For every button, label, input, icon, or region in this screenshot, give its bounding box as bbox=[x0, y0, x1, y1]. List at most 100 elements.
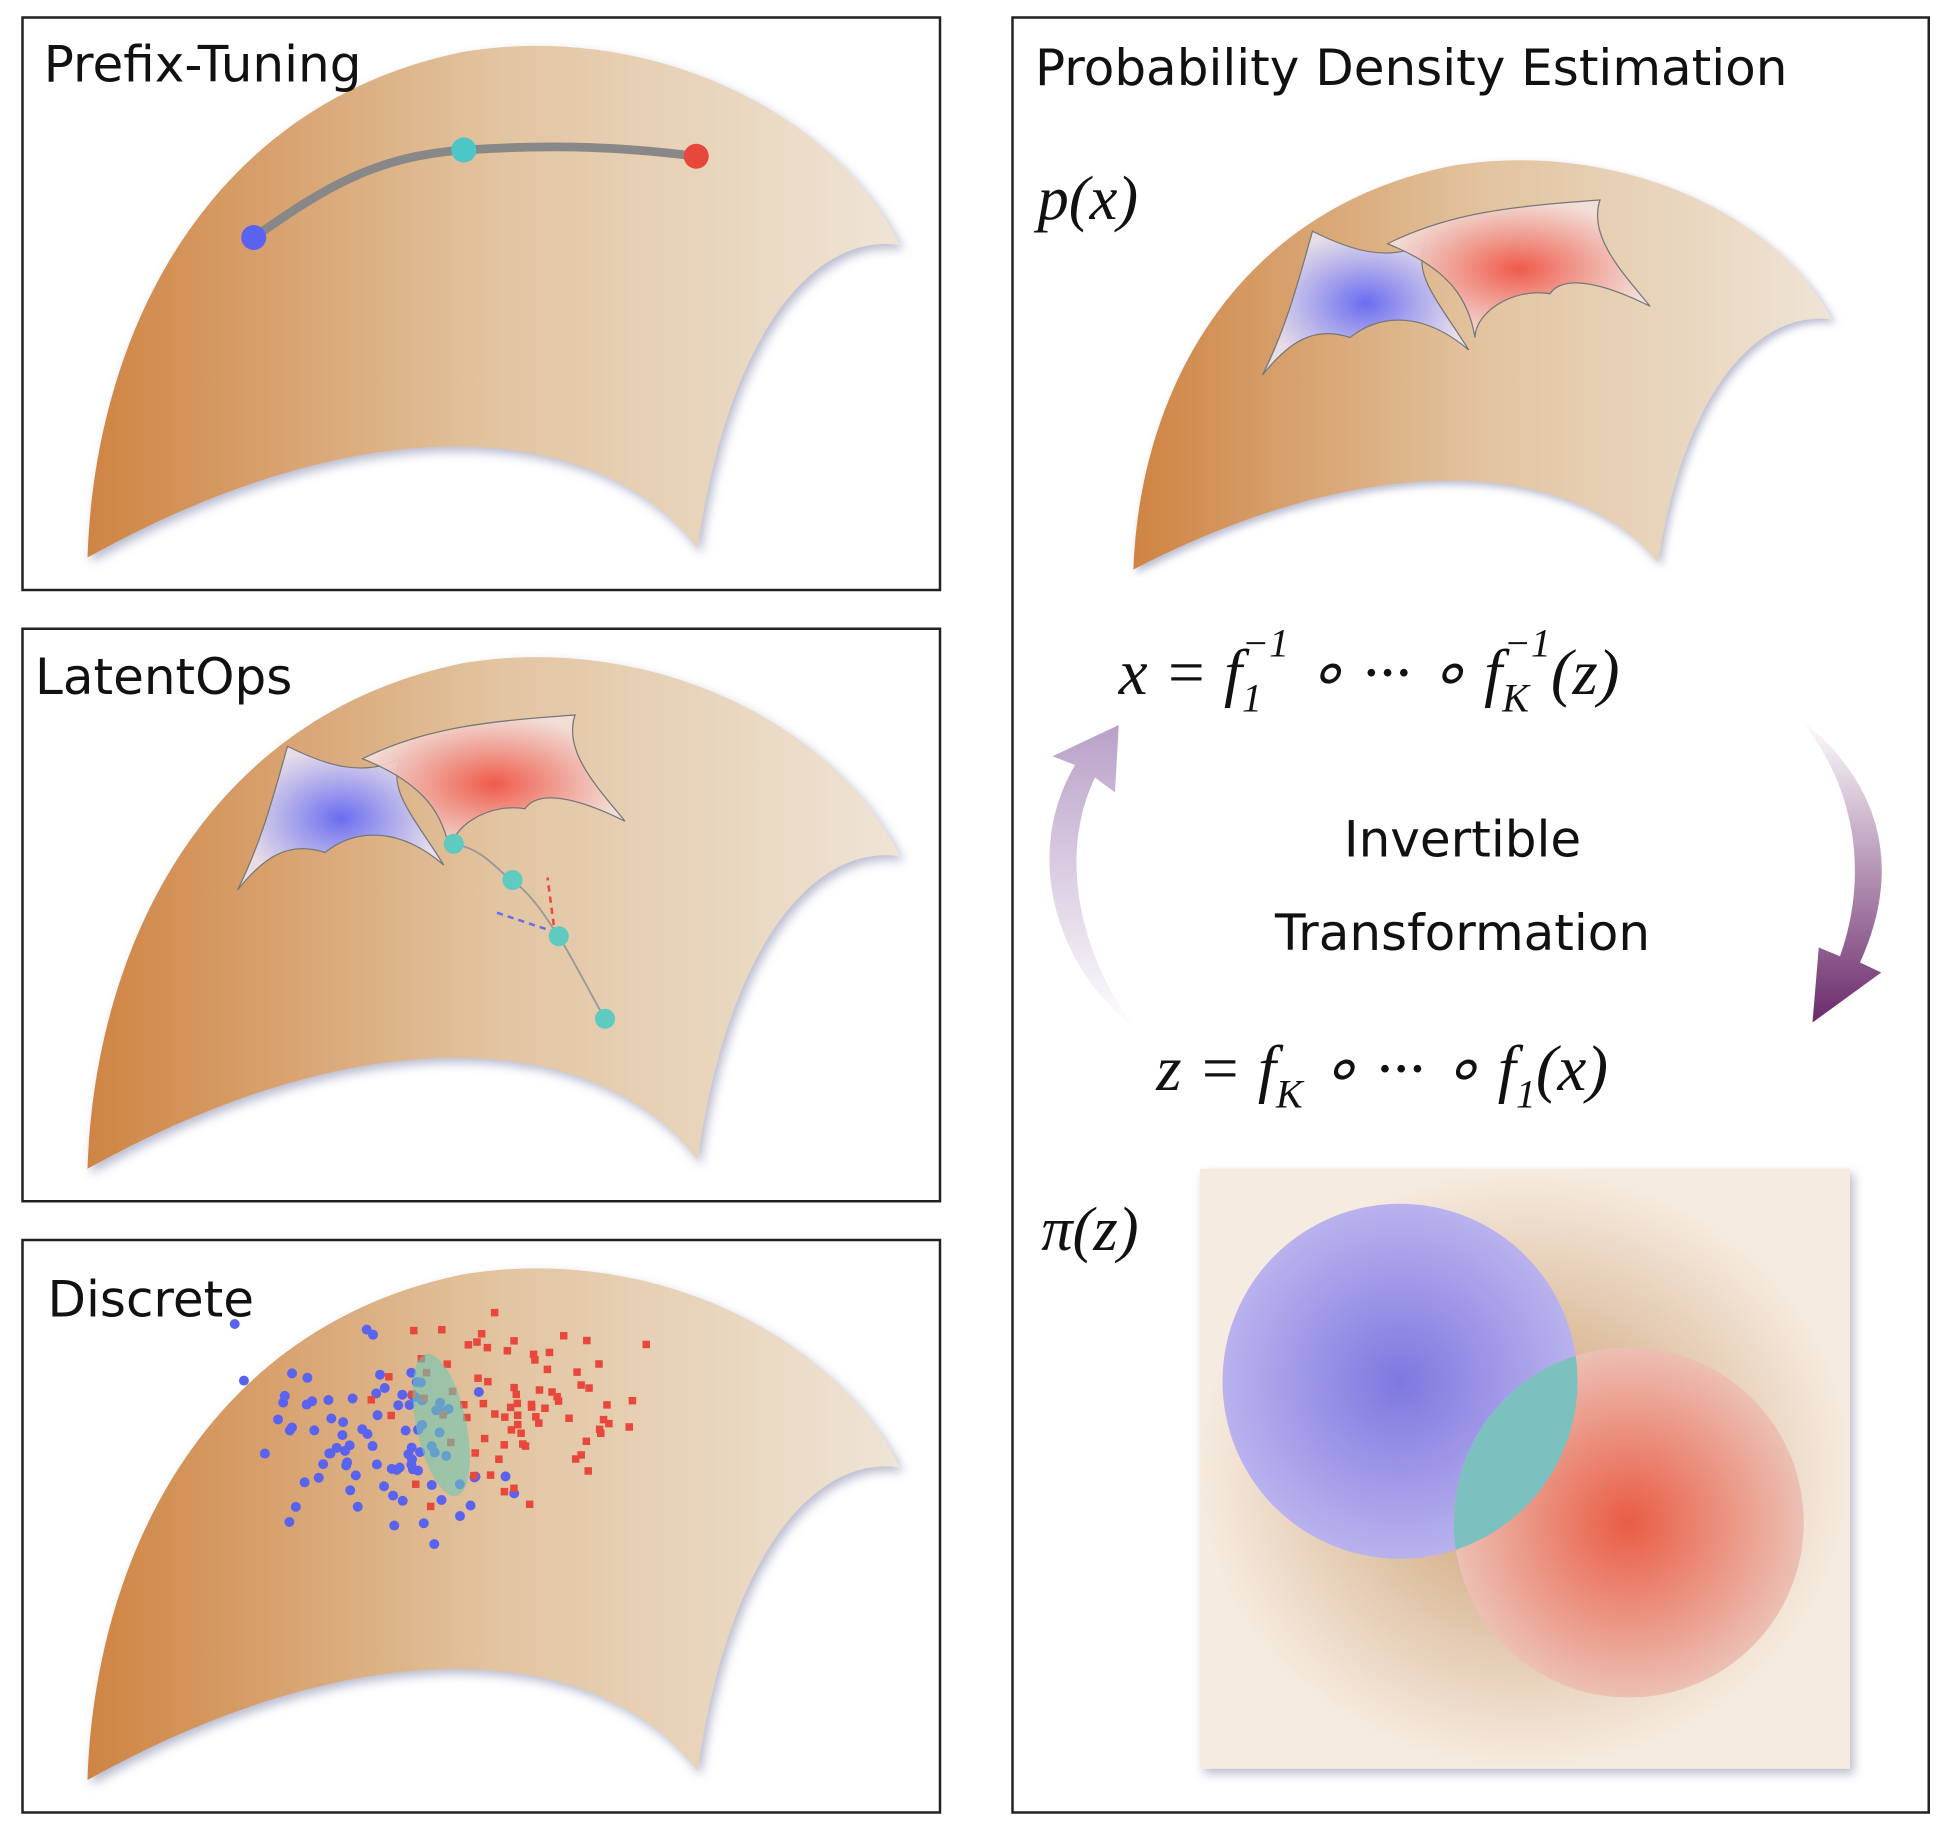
dot bbox=[559, 1332, 568, 1340]
dot bbox=[375, 1369, 386, 1380]
dot bbox=[642, 1340, 650, 1349]
dot bbox=[584, 1467, 592, 1475]
dot bbox=[595, 1425, 604, 1434]
dot bbox=[371, 1459, 382, 1470]
dot bbox=[326, 1413, 337, 1424]
dot bbox=[404, 1399, 415, 1410]
dot bbox=[413, 1465, 424, 1476]
dot bbox=[483, 1343, 492, 1352]
dot bbox=[347, 1393, 358, 1404]
dot bbox=[302, 1372, 313, 1383]
trajectory-points bbox=[443, 833, 615, 1029]
dot bbox=[406, 1367, 417, 1378]
dot bbox=[582, 1437, 591, 1446]
dot bbox=[418, 1518, 429, 1529]
dot bbox=[470, 1471, 478, 1480]
dot bbox=[287, 1368, 298, 1379]
dot bbox=[553, 1392, 561, 1401]
dot bbox=[408, 1390, 417, 1399]
dot bbox=[438, 1325, 446, 1334]
dot bbox=[529, 1350, 538, 1359]
dot bbox=[385, 1373, 393, 1381]
dot bbox=[325, 1448, 336, 1459]
dot bbox=[577, 1451, 585, 1459]
dot bbox=[318, 1459, 329, 1470]
dot bbox=[393, 1400, 404, 1411]
dot bbox=[477, 1330, 486, 1338]
dot bbox=[299, 1477, 310, 1488]
dot bbox=[379, 1481, 390, 1492]
dot bbox=[400, 1425, 411, 1436]
dot bbox=[495, 1455, 503, 1463]
point bbox=[683, 143, 709, 169]
density-label: p(x) bbox=[1034, 163, 1139, 233]
dot bbox=[548, 1388, 556, 1396]
dot bbox=[527, 1400, 536, 1409]
point bbox=[451, 137, 477, 163]
transform-label: Invertible bbox=[1344, 810, 1581, 868]
dot bbox=[397, 1389, 408, 1400]
dot bbox=[345, 1485, 356, 1496]
dot bbox=[344, 1440, 355, 1451]
dot bbox=[474, 1374, 482, 1382]
dot bbox=[367, 1441, 378, 1452]
dot bbox=[517, 1429, 525, 1437]
dot bbox=[323, 1395, 334, 1406]
dot bbox=[238, 1375, 249, 1386]
direction bbox=[546, 877, 555, 926]
dot bbox=[500, 1487, 509, 1496]
dot bbox=[410, 1326, 418, 1335]
dot bbox=[278, 1397, 289, 1408]
dot bbox=[337, 1430, 348, 1441]
dot bbox=[512, 1390, 521, 1399]
dot bbox=[273, 1414, 284, 1425]
arrow bbox=[1800, 718, 1882, 1023]
panel-title: Prefix-Tuning bbox=[44, 35, 362, 93]
dot bbox=[510, 1383, 518, 1392]
dot bbox=[389, 1520, 400, 1531]
boundary bbox=[412, 1353, 470, 1497]
dot bbox=[585, 1384, 593, 1392]
dot bbox=[625, 1423, 633, 1431]
dot bbox=[513, 1411, 522, 1419]
dot bbox=[371, 1388, 382, 1399]
forward-formula: z = fK ∘ ··· ∘ f1(x) bbox=[1155, 1033, 1608, 1117]
dot bbox=[471, 1449, 479, 1457]
dot bbox=[284, 1516, 295, 1527]
dot bbox=[473, 1338, 481, 1346]
inverse-formula: x = f1−1 ∘ ··· ∘ fK−1(z) bbox=[1118, 620, 1620, 720]
dot bbox=[406, 1459, 417, 1470]
overlap bbox=[1453, 1347, 1578, 1559]
prior-label: π(z) bbox=[1041, 1194, 1138, 1264]
dot bbox=[307, 1396, 318, 1407]
dot bbox=[571, 1455, 580, 1463]
dot bbox=[491, 1410, 499, 1418]
dot bbox=[565, 1414, 573, 1423]
dot bbox=[290, 1501, 301, 1512]
point bbox=[241, 225, 267, 250]
dot bbox=[506, 1403, 515, 1412]
dot bbox=[597, 1429, 605, 1438]
dot bbox=[541, 1404, 549, 1413]
dot bbox=[480, 1434, 489, 1443]
dot bbox=[490, 1308, 499, 1317]
dot bbox=[350, 1470, 361, 1481]
dot bbox=[473, 1387, 484, 1398]
arrow bbox=[1049, 725, 1138, 1032]
dot bbox=[372, 1410, 383, 1421]
scatter-dots bbox=[229, 1308, 650, 1550]
dot bbox=[510, 1484, 518, 1493]
dot bbox=[357, 1424, 368, 1435]
dot bbox=[309, 1425, 320, 1436]
dot bbox=[367, 1396, 376, 1404]
dot bbox=[436, 1494, 447, 1505]
dot bbox=[394, 1462, 405, 1473]
transform-label: Transformation bbox=[1274, 904, 1650, 962]
dot bbox=[577, 1381, 585, 1389]
dot bbox=[406, 1442, 417, 1453]
dot bbox=[583, 1336, 591, 1345]
dot bbox=[525, 1500, 534, 1509]
dot bbox=[535, 1386, 544, 1394]
dot bbox=[573, 1368, 581, 1376]
